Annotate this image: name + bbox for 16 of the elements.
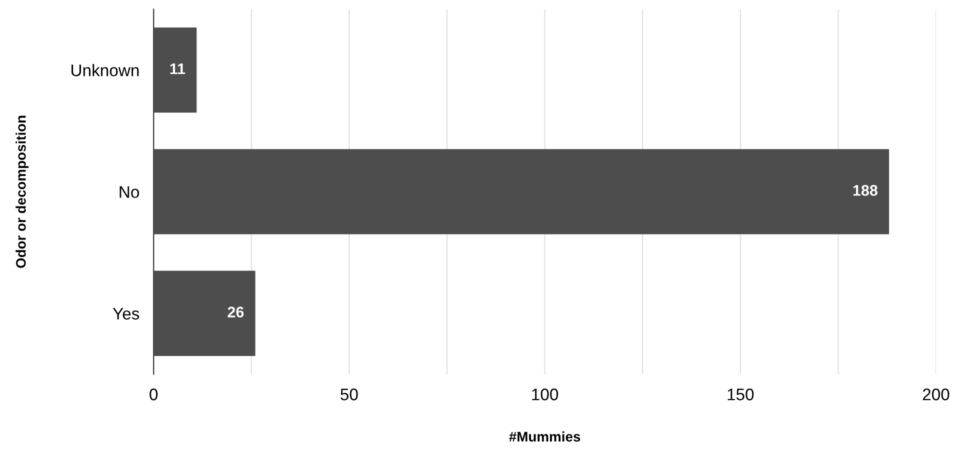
bar: [154, 149, 890, 234]
y-tick-label: Unknown: [72, 64, 139, 76]
data-label: 26: [228, 306, 244, 318]
x-axis-title: #Mummies: [509, 431, 580, 442]
y-tick-label: No: [120, 186, 140, 198]
x-tick-label: 200: [922, 388, 950, 400]
bar: [154, 27, 197, 113]
x-tick-label: 0: [150, 388, 158, 400]
x-tick-label: 50: [340, 388, 358, 400]
data-label: 188: [853, 185, 878, 196]
y-tick-label: Yes: [112, 308, 140, 320]
x-tick-label: 150: [728, 388, 754, 400]
bar: [154, 270, 256, 356]
data-label: 11: [170, 64, 186, 74]
y-axis-title: Odor or decomposition: [16, 116, 29, 268]
x-tick-label: 100: [532, 388, 558, 400]
